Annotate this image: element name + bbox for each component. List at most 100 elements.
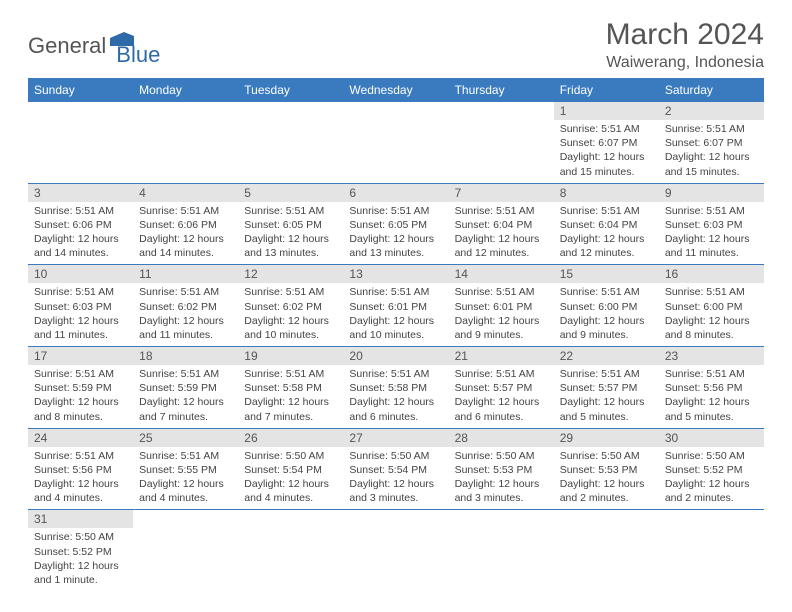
calendar-cell: 6Sunrise: 5:51 AMSunset: 6:05 PMDaylight… xyxy=(343,183,448,265)
day-number: 3 xyxy=(28,184,133,202)
day-detail-line: and 14 minutes. xyxy=(34,246,127,260)
day-detail-line: Daylight: 12 hours xyxy=(349,477,442,491)
day-details: Sunrise: 5:51 AMSunset: 6:04 PMDaylight:… xyxy=(449,202,554,265)
calendar-body: 1Sunrise: 5:51 AMSunset: 6:07 PMDaylight… xyxy=(28,102,764,591)
day-detail-line: and 2 minutes. xyxy=(665,491,758,505)
day-detail-line: Sunrise: 5:51 AM xyxy=(665,367,758,381)
day-detail-line: Sunrise: 5:50 AM xyxy=(349,449,442,463)
day-number: 26 xyxy=(238,429,343,447)
day-number: 12 xyxy=(238,265,343,283)
day-details: Sunrise: 5:51 AMSunset: 6:05 PMDaylight:… xyxy=(343,202,448,265)
day-detail-line: Daylight: 12 hours xyxy=(244,232,337,246)
day-details: Sunrise: 5:51 AMSunset: 6:05 PMDaylight:… xyxy=(238,202,343,265)
day-number: 17 xyxy=(28,347,133,365)
day-detail-line: Daylight: 12 hours xyxy=(455,477,548,491)
weekday-heading: Saturday xyxy=(659,78,764,102)
calendar-cell: 3Sunrise: 5:51 AMSunset: 6:06 PMDaylight… xyxy=(28,183,133,265)
weekday-heading: Wednesday xyxy=(343,78,448,102)
title-block: March 2024 Waiwerang, Indonesia xyxy=(606,18,764,72)
day-detail-line: and 13 minutes. xyxy=(349,246,442,260)
calendar-cell xyxy=(554,510,659,591)
day-detail-line: Sunrise: 5:51 AM xyxy=(139,449,232,463)
day-number: 23 xyxy=(659,347,764,365)
day-details: Sunrise: 5:51 AMSunset: 5:56 PMDaylight:… xyxy=(659,365,764,428)
day-number: 5 xyxy=(238,184,343,202)
day-number: 4 xyxy=(133,184,238,202)
day-detail-line: and 14 minutes. xyxy=(139,246,232,260)
day-detail-line: Daylight: 12 hours xyxy=(665,150,758,164)
header-row: General Blue March 2024 Waiwerang, Indon… xyxy=(28,18,764,72)
day-number: 14 xyxy=(449,265,554,283)
day-detail-line: Sunset: 5:56 PM xyxy=(665,381,758,395)
day-detail-line: Sunset: 5:52 PM xyxy=(665,463,758,477)
day-detail-line: Daylight: 12 hours xyxy=(34,395,127,409)
day-detail-line: Sunset: 5:55 PM xyxy=(139,463,232,477)
calendar-row: 17Sunrise: 5:51 AMSunset: 5:59 PMDayligh… xyxy=(28,347,764,429)
day-detail-line: Daylight: 12 hours xyxy=(665,395,758,409)
day-detail-line: Sunset: 6:06 PM xyxy=(139,218,232,232)
day-number: 31 xyxy=(28,510,133,528)
day-detail-line: Sunset: 6:04 PM xyxy=(455,218,548,232)
calendar-row: 3Sunrise: 5:51 AMSunset: 6:06 PMDaylight… xyxy=(28,183,764,265)
day-detail-line: and 2 minutes. xyxy=(560,491,653,505)
day-detail-line: Daylight: 12 hours xyxy=(455,314,548,328)
day-number: 18 xyxy=(133,347,238,365)
day-details: Sunrise: 5:50 AMSunset: 5:53 PMDaylight:… xyxy=(449,447,554,510)
day-detail-line: Sunset: 5:59 PM xyxy=(34,381,127,395)
day-details: Sunrise: 5:51 AMSunset: 6:06 PMDaylight:… xyxy=(28,202,133,265)
calendar-cell xyxy=(449,102,554,183)
day-details: Sunrise: 5:51 AMSunset: 6:03 PMDaylight:… xyxy=(28,283,133,346)
day-detail-line: Sunset: 5:52 PM xyxy=(34,545,127,559)
day-detail-line: Sunrise: 5:51 AM xyxy=(665,204,758,218)
day-detail-line: and 12 minutes. xyxy=(455,246,548,260)
day-detail-line: Daylight: 12 hours xyxy=(455,395,548,409)
day-details: Sunrise: 5:50 AMSunset: 5:54 PMDaylight:… xyxy=(238,447,343,510)
calendar-cell: 8Sunrise: 5:51 AMSunset: 6:04 PMDaylight… xyxy=(554,183,659,265)
day-detail-line: and 9 minutes. xyxy=(560,328,653,342)
calendar-cell: 17Sunrise: 5:51 AMSunset: 5:59 PMDayligh… xyxy=(28,347,133,429)
calendar-row: 24Sunrise: 5:51 AMSunset: 5:56 PMDayligh… xyxy=(28,428,764,510)
day-detail-line: Sunset: 5:58 PM xyxy=(244,381,337,395)
day-details: Sunrise: 5:51 AMSunset: 6:00 PMDaylight:… xyxy=(554,283,659,346)
calendar-cell: 19Sunrise: 5:51 AMSunset: 5:58 PMDayligh… xyxy=(238,347,343,429)
day-number: 22 xyxy=(554,347,659,365)
day-detail-line: and 8 minutes. xyxy=(665,328,758,342)
day-number: 27 xyxy=(343,429,448,447)
day-detail-line: and 5 minutes. xyxy=(560,410,653,424)
day-detail-line: Sunset: 6:03 PM xyxy=(665,218,758,232)
day-detail-line: Daylight: 12 hours xyxy=(560,395,653,409)
day-detail-line: Daylight: 12 hours xyxy=(665,232,758,246)
day-detail-line: Sunrise: 5:51 AM xyxy=(34,204,127,218)
day-detail-line: Sunrise: 5:51 AM xyxy=(560,367,653,381)
day-detail-line: Daylight: 12 hours xyxy=(349,314,442,328)
day-detail-line: Sunset: 5:56 PM xyxy=(34,463,127,477)
calendar-cell: 23Sunrise: 5:51 AMSunset: 5:56 PMDayligh… xyxy=(659,347,764,429)
day-detail-line: and 12 minutes. xyxy=(560,246,653,260)
weekday-heading: Friday xyxy=(554,78,659,102)
day-details: Sunrise: 5:50 AMSunset: 5:52 PMDaylight:… xyxy=(28,528,133,591)
day-detail-line: Sunrise: 5:51 AM xyxy=(349,204,442,218)
day-detail-line: and 15 minutes. xyxy=(560,165,653,179)
calendar-cell: 12Sunrise: 5:51 AMSunset: 6:02 PMDayligh… xyxy=(238,265,343,347)
day-detail-line: Sunrise: 5:51 AM xyxy=(455,285,548,299)
calendar-row: 10Sunrise: 5:51 AMSunset: 6:03 PMDayligh… xyxy=(28,265,764,347)
day-detail-line: Sunrise: 5:51 AM xyxy=(349,367,442,381)
day-detail-line: and 13 minutes. xyxy=(244,246,337,260)
day-detail-line: Sunrise: 5:51 AM xyxy=(244,204,337,218)
calendar-cell: 15Sunrise: 5:51 AMSunset: 6:00 PMDayligh… xyxy=(554,265,659,347)
day-detail-line: Sunset: 5:54 PM xyxy=(244,463,337,477)
day-detail-line: Daylight: 12 hours xyxy=(665,477,758,491)
calendar-cell xyxy=(659,510,764,591)
day-detail-line: Sunset: 6:05 PM xyxy=(349,218,442,232)
day-detail-line: Sunset: 6:01 PM xyxy=(455,300,548,314)
calendar-cell: 11Sunrise: 5:51 AMSunset: 6:02 PMDayligh… xyxy=(133,265,238,347)
day-detail-line: and 9 minutes. xyxy=(455,328,548,342)
day-detail-line: Sunrise: 5:51 AM xyxy=(560,204,653,218)
day-number: 10 xyxy=(28,265,133,283)
day-detail-line: Daylight: 12 hours xyxy=(139,477,232,491)
day-number: 29 xyxy=(554,429,659,447)
day-detail-line: and 4 minutes. xyxy=(139,491,232,505)
day-detail-line: Sunrise: 5:51 AM xyxy=(455,204,548,218)
day-details: Sunrise: 5:51 AMSunset: 6:02 PMDaylight:… xyxy=(133,283,238,346)
day-detail-line: Sunrise: 5:51 AM xyxy=(455,367,548,381)
